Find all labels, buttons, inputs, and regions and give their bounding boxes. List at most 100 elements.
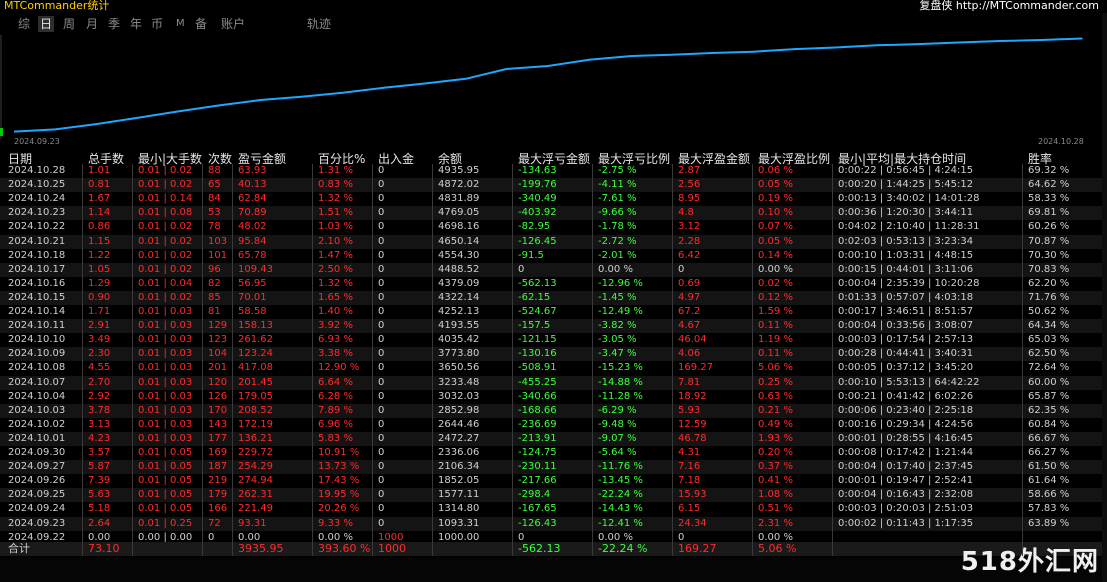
table-row[interactable]: 2024.10.28 1.01 0.01 | 0.02 88 63.93 1.31 % 0 4… [0,164,1102,178]
table-row[interactable]: 2024.10.17 1.05 0.01 | 0.02 96 109.43 2.50 % 0… [0,262,1102,277]
table-row[interactable]: 2024.10.18 1.22 0.01 | 0.02 101 65.78 1.47 % 0… [0,249,1102,263]
tab-10[interactable]: 轨迹 [307,17,332,31]
cell-max-float-loss: -236.69 [518,418,557,430]
table-row[interactable]: 2024.09.24 5.18 0.01 | 0.05 166 221.49 20.26 … [0,502,1102,516]
tab-3[interactable]: 月 [86,17,99,31]
cell-max-float-loss: -199.76 [518,179,557,191]
header-min-max-lots[interactable]: 最小|大手数 [138,152,203,166]
brand-link[interactable]: 复盘侠 http://MTCommander.com [919,0,1099,12]
cell-count: 82 [208,277,221,289]
tab-5[interactable]: 年 [130,17,143,31]
table-row[interactable]: 2024.10.07 2.70 0.01 | 0.03 120 201.45 6.64 %… [0,375,1102,390]
header-balance[interactable]: 余额 [438,152,463,166]
table-row[interactable]: 2024.10.03 3.78 0.01 | 0.03 170 208.52 7.89 %… [0,403,1102,418]
cell-deposit: 0 [378,418,385,430]
table-row[interactable]: 2024.09.30 3.57 0.01 | 0.05 169 229.72 10.91 … [0,446,1102,460]
cell-count: 78 [208,221,221,233]
table-row[interactable]: 2024.09.27 5.87 0.01 | 0.05 187 254.29 13.73 … [0,460,1102,475]
header-count[interactable]: 次数 [208,152,233,166]
cell-win-rate: 65.87 % [1028,390,1070,402]
tab-8[interactable]: 备 [195,17,208,31]
cell-max-float-profit-pct: 0.14 % [758,249,793,261]
tab-0[interactable]: 综 [18,17,31,31]
table-row[interactable]: 2024.09.22 0.00 0.00 | 0.00 0 0.00 0.00 % 1000… [0,531,1102,545]
tab-2[interactable]: 周 [63,17,76,31]
header-percent[interactable]: 百分比% [318,152,366,166]
header-hold-time[interactable]: 最小|平均|最大持仓时间 [838,152,967,166]
cell-date: 2024.09.25 [8,489,66,501]
table-row[interactable]: 2024.10.21 1.15 0.01 | 0.02 103 95.84 2.10 % 0… [0,234,1102,249]
table-row[interactable]: 2024.10.08 4.55 0.01 | 0.03 201 417.08 12.90 … [0,361,1102,375]
table-row[interactable]: 2024.10.16 1.29 0.01 | 0.04 82 56.95 1.32 % 0 4… [0,277,1102,291]
header-max-float-loss-pct[interactable]: 最大浮亏比例 [598,152,671,166]
cell-hold-time: 0:00:10 | 1:03:31 | 4:48:15 [838,249,974,261]
cell-hold-time: 0:04:02 | 2:10:40 | 11:28:31 [838,221,980,233]
header-pnl[interactable]: 盈亏金额 [238,152,287,166]
column-separator [592,164,593,556]
column-separator [672,164,673,556]
table-row[interactable]: 2024.10.10 3.49 0.01 | 0.03 123 261.62 6.93 %… [0,333,1102,347]
table-row[interactable]: 2024.10.11 2.91 0.01 | 0.03 129 158.13 3.92 %… [0,319,1102,334]
cell-total-lots: 3.49 [88,334,111,346]
cell-count: 53 [208,207,221,219]
cell-deposit: 0 [378,503,385,515]
table-row[interactable]: 2024.10.22 0.86 0.01 | 0.02 78 48.02 1.03 % 0 4… [0,220,1102,234]
cell-max-float-loss: -91.5 [518,249,544,261]
cell-pnl: 261.62 [238,334,273,346]
cell-max-float-loss: -124.75 [518,447,557,458]
tab-4[interactable]: 季 [108,17,121,31]
cell-date: 2024.10.16 [8,277,66,289]
header-max-float-profit[interactable]: 最大浮盈金额 [678,152,751,166]
table-row[interactable]: 2024.10.09 2.30 0.01 | 0.03 104 123.24 3.38 %… [0,347,1102,362]
cell-pnl: 179.05 [238,390,273,402]
table-row[interactable]: 2024.09.23 2.64 0.01 | 0.25 72 93.31 9.33 % 0 1… [0,516,1102,531]
tab-6[interactable]: 币 [151,17,164,31]
equity-point [382,87,385,89]
table-row[interactable]: 2024.10.04 2.92 0.01 | 0.03 126 179.05 6.28 %… [0,390,1102,404]
header-date[interactable]: 日期 [8,152,33,166]
table-row[interactable]: 2024.09.26 7.39 0.01 | 0.05 219 274.94 17.43 … [0,474,1102,488]
equity-point [958,41,960,44]
cell-total-lots: 2.91 [88,320,111,332]
table-row[interactable]: 2024.10.24 1.67 0.01 | 0.14 84 62.84 1.32 % 0 4… [0,192,1102,206]
tab-9[interactable]: 账户 [221,17,246,31]
cell-hold-time: 0:00:03 | 0:20:03 | 2:51:03 [838,503,974,515]
cell-max-float-loss-pct: -2.72 % [598,235,637,247]
cell-min-max-lots: 0.01 | 0.02 [138,179,193,191]
cell-max-float-loss: -82.95 [518,221,551,233]
cell-max-float-loss-pct: -7.61 % [598,193,637,205]
header-win-rate[interactable]: 胜率 [1028,152,1053,166]
cell-max-float-profit: 0 [678,263,685,275]
cell-max-float-profit: 4.31 [678,447,701,458]
cell-min-max-lots: 0.01 | 0.03 [138,418,193,430]
tab-7[interactable]: M [176,18,185,29]
cell-deposit: 0 [378,517,385,529]
table-row[interactable]: 2024.09.25 5.63 0.01 | 0.05 179 262.31 19.95 … [0,488,1102,503]
cell-pnl: 65.78 [238,249,267,261]
cell-win-rate: 61.50 % [1028,461,1070,473]
cell-win-rate: 60.00 % [1028,376,1070,388]
table-row[interactable]: 2024.10.14 1.71 0.01 | 0.03 81 58.58 1.40 % 0 4… [0,305,1102,319]
header-deposit[interactable]: 出入金 [378,152,415,166]
cell-max-float-loss: -562.13 [518,277,557,289]
cell-max-float-profit-pct: 0.00 % [758,531,793,543]
tab-1[interactable]: 日 [38,16,55,32]
cell-max-float-profit-pct: 1.93 % [758,432,793,444]
cell-count: 81 [208,306,221,317]
cell-deposit: 0 [378,362,385,374]
cell-max-float-profit: 15.93 [678,489,707,501]
table-row[interactable]: 2024.10.23 1.14 0.01 | 0.08 53 70.89 1.51 % 0 4… [0,206,1102,221]
cell-hold-time: 0:01:33 | 0:57:07 | 4:03:18 [838,291,974,303]
table-row[interactable]: 2024.10.15 0.90 0.01 | 0.02 85 70.01 1.65 % 0 4… [0,290,1102,305]
table-row[interactable]: 2024.10.25 0.81 0.01 | 0.02 65 40.13 0.83 % 0 4… [0,178,1102,193]
header-max-float-loss[interactable]: 最大浮亏金额 [518,152,591,166]
table-row[interactable]: 2024.10.01 4.23 0.01 | 0.03 177 136.21 5.83 %… [0,431,1102,446]
cell-max-float-loss-pct: -1.78 % [598,221,637,233]
total-pnl: 3935.95 [238,542,284,555]
header-total-lots[interactable]: 总手数 [88,152,125,166]
header-max-float-profit-pct[interactable]: 最大浮盈比例 [758,152,831,166]
equity-point [54,128,56,131]
table-row[interactable]: 2024.10.02 3.13 0.01 | 0.03 143 172.19 6.96 %… [0,418,1102,432]
cell-count: 169 [208,447,228,458]
cell-total-lots: 1.67 [88,193,111,205]
